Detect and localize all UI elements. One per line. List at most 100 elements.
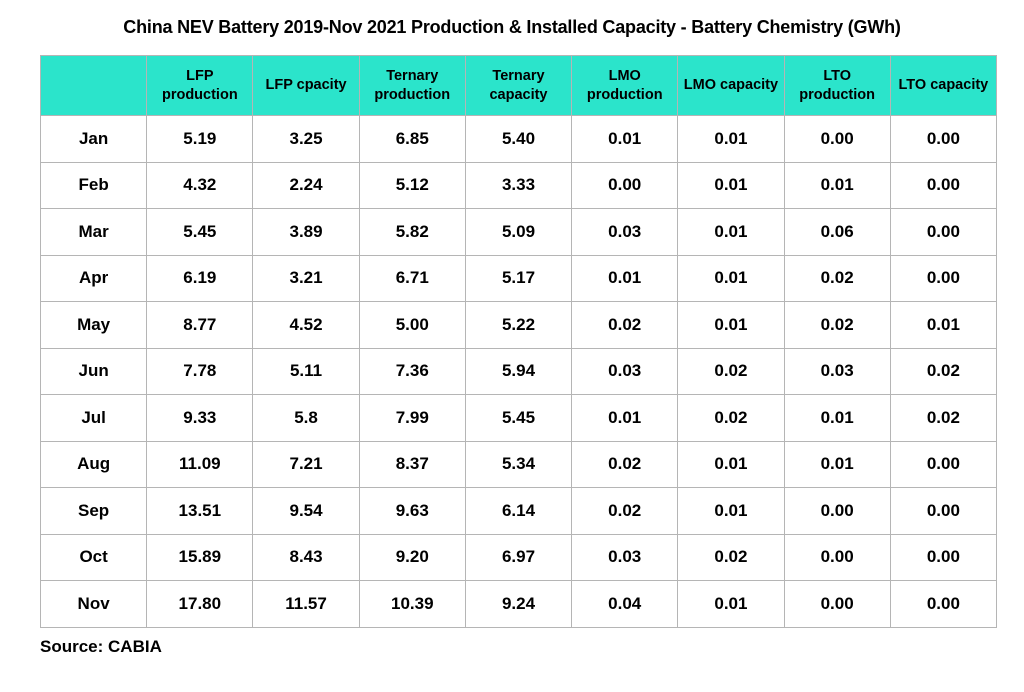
value-cell: 0.01 <box>677 580 785 628</box>
table-body: Jan 5.19 3.25 6.85 5.40 0.01 0.01 0.00 0.00 Feb 4.… <box>39 115 998 628</box>
value-cell: 15.89 <box>146 533 254 581</box>
value-cell: 3.89 <box>252 208 360 256</box>
value-cell: 0.01 <box>571 254 679 302</box>
month-cell: Apr <box>39 254 148 302</box>
month-cell: Jul <box>39 394 148 442</box>
value-cell: 2.24 <box>252 161 360 209</box>
table-row: Jan 5.19 3.25 6.85 5.40 0.01 0.01 0.00 0.00 <box>39 115 998 163</box>
value-cell: 0.01 <box>677 440 785 488</box>
value-cell: 0.02 <box>783 254 891 302</box>
month-cell: Oct <box>39 533 148 581</box>
value-cell: 10.39 <box>358 580 466 628</box>
table-row: Jul 9.33 5.8 7.99 5.45 0.01 0.02 0.01 0.02 <box>39 394 998 442</box>
page-title: China NEV Battery 2019-Nov 2021 Producti… <box>123 17 901 37</box>
value-cell: 3.21 <box>252 254 360 302</box>
value-cell: 5.94 <box>464 347 573 395</box>
value-cell: 8.77 <box>146 301 254 349</box>
column-header: LFP production <box>146 55 254 116</box>
column-header: LMO production <box>571 55 679 116</box>
value-cell: 7.36 <box>358 347 466 395</box>
value-cell: 5.82 <box>358 208 466 256</box>
value-cell: 5.40 <box>464 115 573 163</box>
value-cell: 0.01 <box>677 161 785 209</box>
value-cell: 5.22 <box>464 301 573 349</box>
value-cell: 9.54 <box>252 487 360 535</box>
value-cell: 0.00 <box>783 533 891 581</box>
value-cell: 0.02 <box>677 533 785 581</box>
value-cell: 0.01 <box>677 301 785 349</box>
month-cell: Jun <box>39 347 148 395</box>
value-cell: 13.51 <box>146 487 254 535</box>
column-header: Ternary production <box>358 55 466 116</box>
value-cell: 0.01 <box>889 301 998 349</box>
value-cell: 0.04 <box>571 580 679 628</box>
table-row: Jun 7.78 5.11 7.36 5.94 0.03 0.02 0.03 0.02 <box>39 347 998 395</box>
value-cell: 4.32 <box>146 161 254 209</box>
table-row: Feb 4.32 2.24 5.12 3.33 0.00 0.01 0.01 0.00 <box>39 161 998 209</box>
table-row: Apr 6.19 3.21 6.71 5.17 0.01 0.01 0.02 0.00 <box>39 254 998 302</box>
source-label: Source: CABIA <box>40 637 162 656</box>
value-cell: 7.78 <box>146 347 254 395</box>
value-cell: 11.09 <box>146 440 254 488</box>
value-cell: 0.02 <box>571 487 679 535</box>
value-cell: 8.37 <box>358 440 466 488</box>
value-cell: 11.57 <box>252 580 360 628</box>
value-cell: 0.00 <box>571 161 679 209</box>
value-cell: 0.00 <box>889 440 998 488</box>
value-cell: 0.00 <box>889 487 998 535</box>
value-cell: 0.02 <box>571 301 679 349</box>
value-cell: 0.00 <box>783 487 891 535</box>
value-cell: 0.01 <box>783 161 891 209</box>
month-cell: Mar <box>39 208 148 256</box>
value-cell: 5.34 <box>464 440 573 488</box>
value-cell: 0.00 <box>889 254 998 302</box>
value-cell: 0.01 <box>677 487 785 535</box>
value-cell: 0.00 <box>889 580 998 628</box>
table-row: May 8.77 4.52 5.00 5.22 0.02 0.01 0.02 0.01 <box>39 301 998 349</box>
value-cell: 9.24 <box>464 580 573 628</box>
value-cell: 0.02 <box>889 394 998 442</box>
value-cell: 5.19 <box>146 115 254 163</box>
value-cell: 0.01 <box>677 115 785 163</box>
month-cell: Feb <box>39 161 148 209</box>
value-cell: 5.17 <box>464 254 573 302</box>
value-cell: 0.06 <box>783 208 891 256</box>
value-cell: 0.02 <box>889 347 998 395</box>
value-cell: 5.8 <box>252 394 360 442</box>
value-cell: 4.52 <box>252 301 360 349</box>
month-cell: May <box>39 301 148 349</box>
table-row: Sep 13.51 9.54 9.63 6.14 0.02 0.01 0.00 0.00 <box>39 487 998 535</box>
value-cell: 0.01 <box>571 115 679 163</box>
value-cell: 0.00 <box>889 208 998 256</box>
value-cell: 0.00 <box>783 115 891 163</box>
value-cell: 0.01 <box>571 394 679 442</box>
value-cell: 0.01 <box>783 394 891 442</box>
value-cell: 8.43 <box>252 533 360 581</box>
table-header-row: LFP production LFP cpacity Ternary product… <box>39 55 998 116</box>
value-cell: 3.25 <box>252 115 360 163</box>
value-cell: 0.03 <box>783 347 891 395</box>
value-cell: 5.45 <box>464 394 573 442</box>
value-cell: 17.80 <box>146 580 254 628</box>
table-row: Nov 17.80 11.57 10.39 9.24 0.04 0.01 0.00 0.00 <box>39 580 998 628</box>
value-cell: 5.12 <box>358 161 466 209</box>
column-header: LFP cpacity <box>252 55 360 116</box>
value-cell: 9.63 <box>358 487 466 535</box>
value-cell: 0.01 <box>677 208 785 256</box>
value-cell: 6.85 <box>358 115 466 163</box>
month-cell: Jan <box>39 115 148 163</box>
table-row: Oct 15.89 8.43 9.20 6.97 0.03 0.02 0.00 0.00 <box>39 533 998 581</box>
column-header: LTO capacity <box>889 55 998 116</box>
month-cell: Aug <box>39 440 148 488</box>
column-header: Ternary capacity <box>464 55 573 116</box>
value-cell: 0.00 <box>783 580 891 628</box>
month-cell: Nov <box>39 580 148 628</box>
value-cell: 5.00 <box>358 301 466 349</box>
value-cell: 5.11 <box>252 347 360 395</box>
table-row: Mar 5.45 3.89 5.82 5.09 0.03 0.01 0.06 0.00 <box>39 208 998 256</box>
value-cell: 0.03 <box>571 347 679 395</box>
value-cell: 7.99 <box>358 394 466 442</box>
value-cell: 0.01 <box>677 254 785 302</box>
value-cell: 6.19 <box>146 254 254 302</box>
